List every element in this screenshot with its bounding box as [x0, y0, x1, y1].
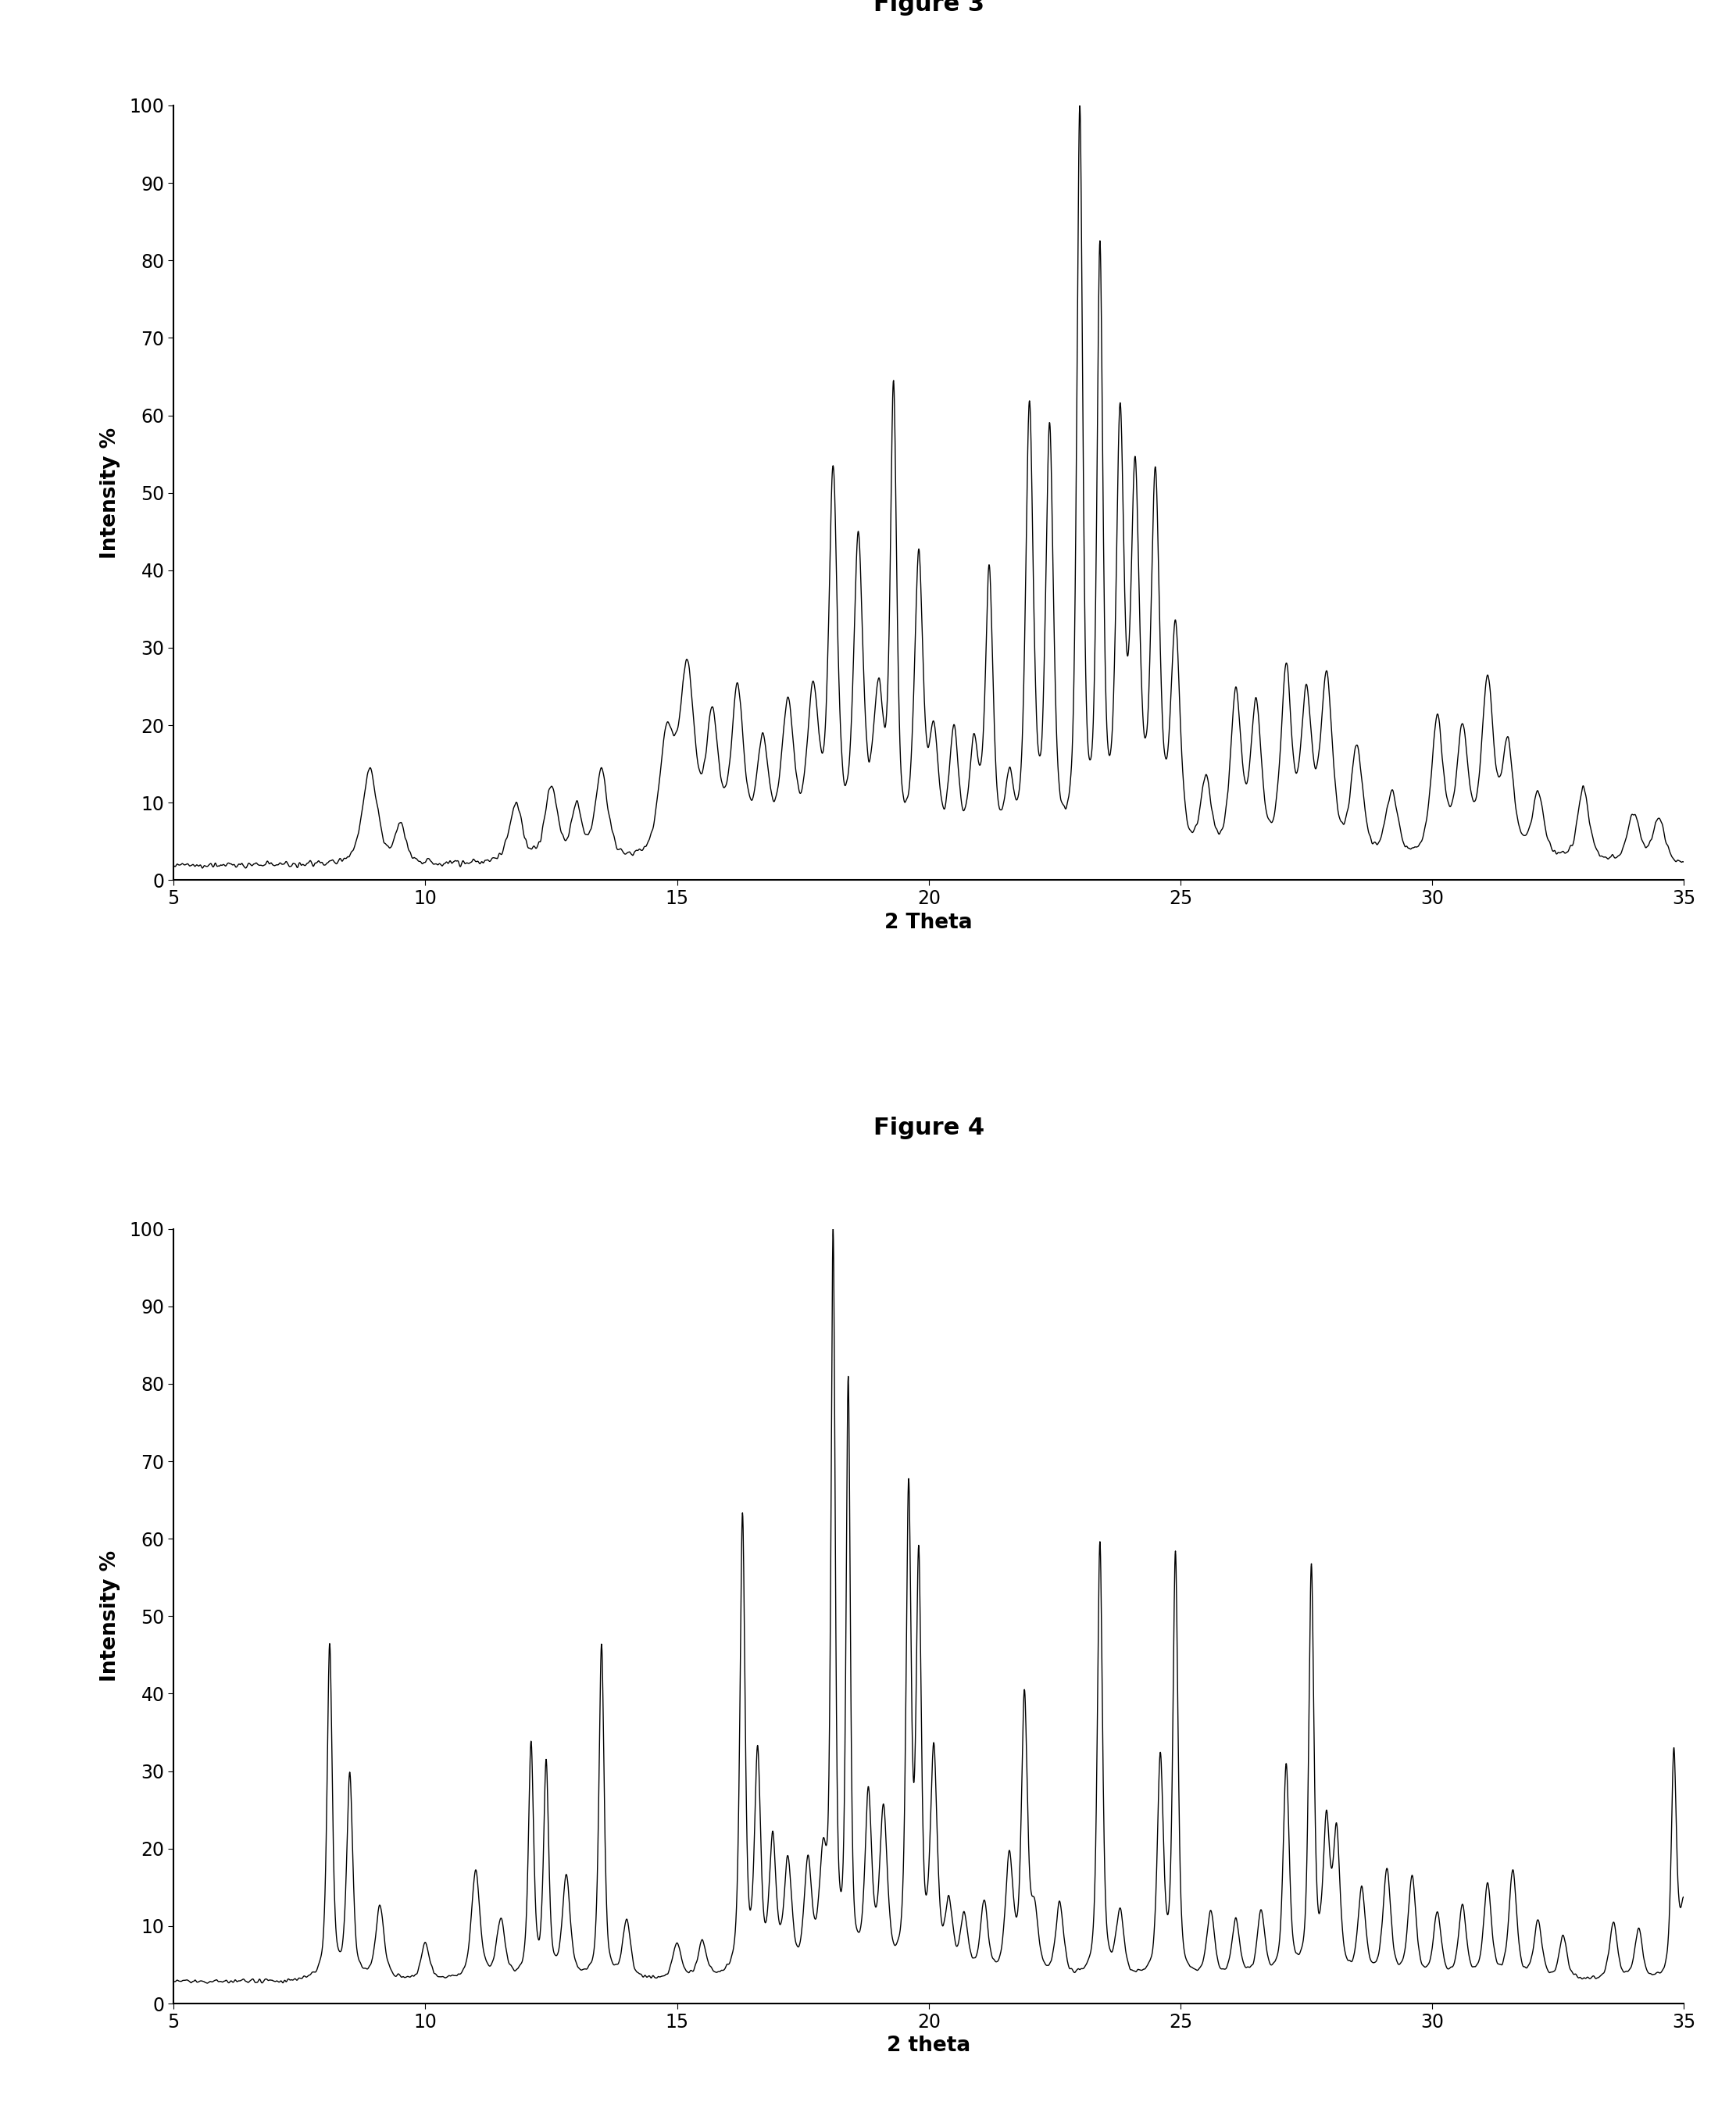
- X-axis label: 2 theta: 2 theta: [887, 2035, 970, 2056]
- Y-axis label: Intensity %: Intensity %: [101, 428, 120, 559]
- Y-axis label: Intensity %: Intensity %: [101, 1550, 120, 1681]
- X-axis label: 2 Theta: 2 Theta: [885, 913, 972, 932]
- Title: Figure 4: Figure 4: [873, 1116, 984, 1139]
- Title: Figure 3: Figure 3: [873, 0, 984, 15]
